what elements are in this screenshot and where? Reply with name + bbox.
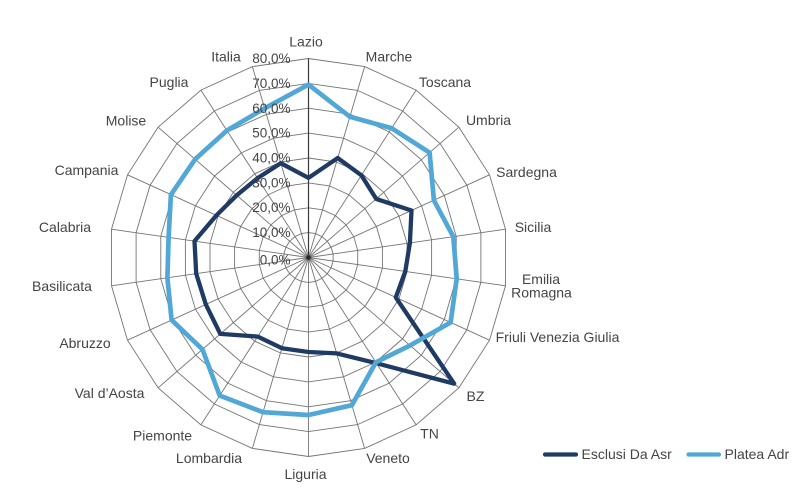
svg-text:10,0%: 10,0%: [252, 225, 290, 240]
svg-text:Abruzzo: Abruzzo: [59, 335, 111, 351]
svg-text:30,0%: 30,0%: [252, 175, 290, 190]
svg-text:70,0%: 70,0%: [252, 76, 290, 91]
svg-text:80,0%: 80,0%: [252, 51, 290, 66]
svg-text:Piemonte: Piemonte: [133, 428, 192, 444]
svg-text:50,0%: 50,0%: [252, 126, 290, 141]
svg-text:Liguria: Liguria: [284, 466, 326, 482]
svg-text:Toscana: Toscana: [419, 74, 471, 90]
svg-text:Italia: Italia: [211, 49, 241, 65]
svg-text:Romagna: Romagna: [511, 285, 572, 301]
svg-text:Val d’Aosta: Val d’Aosta: [75, 385, 145, 401]
svg-text:Umbria: Umbria: [466, 112, 511, 128]
svg-text:TN: TN: [420, 426, 439, 442]
svg-text:BZ: BZ: [467, 388, 485, 404]
svg-text:Puglia: Puglia: [150, 74, 189, 90]
svg-text:60,0%: 60,0%: [252, 101, 290, 116]
svg-text:Campania: Campania: [55, 162, 119, 178]
svg-text:Molise: Molise: [106, 113, 147, 129]
svg-text:0,0%: 0,0%: [260, 253, 291, 268]
svg-text:Sicilia: Sicilia: [515, 219, 552, 235]
svg-text:Lazio: Lazio: [289, 34, 323, 50]
svg-text:Lombardia: Lombardia: [176, 450, 242, 466]
svg-text:40,0%: 40,0%: [252, 151, 290, 166]
svg-text:Friuli Venezia Giulia: Friuli Venezia Giulia: [496, 329, 620, 345]
svg-text:Platea Adr: Platea Adr: [725, 446, 790, 462]
svg-text:Emilia: Emilia: [522, 271, 560, 287]
svg-text:20,0%: 20,0%: [252, 200, 290, 215]
svg-text:Sardegna: Sardegna: [496, 164, 557, 180]
svg-text:Veneto: Veneto: [366, 450, 410, 466]
svg-text:Marche: Marche: [366, 49, 413, 65]
svg-text:Esclusi Da Asr: Esclusi Da Asr: [582, 446, 673, 462]
svg-text:Calabria: Calabria: [39, 219, 91, 235]
svg-text:Basilicata: Basilicata: [32, 278, 92, 294]
